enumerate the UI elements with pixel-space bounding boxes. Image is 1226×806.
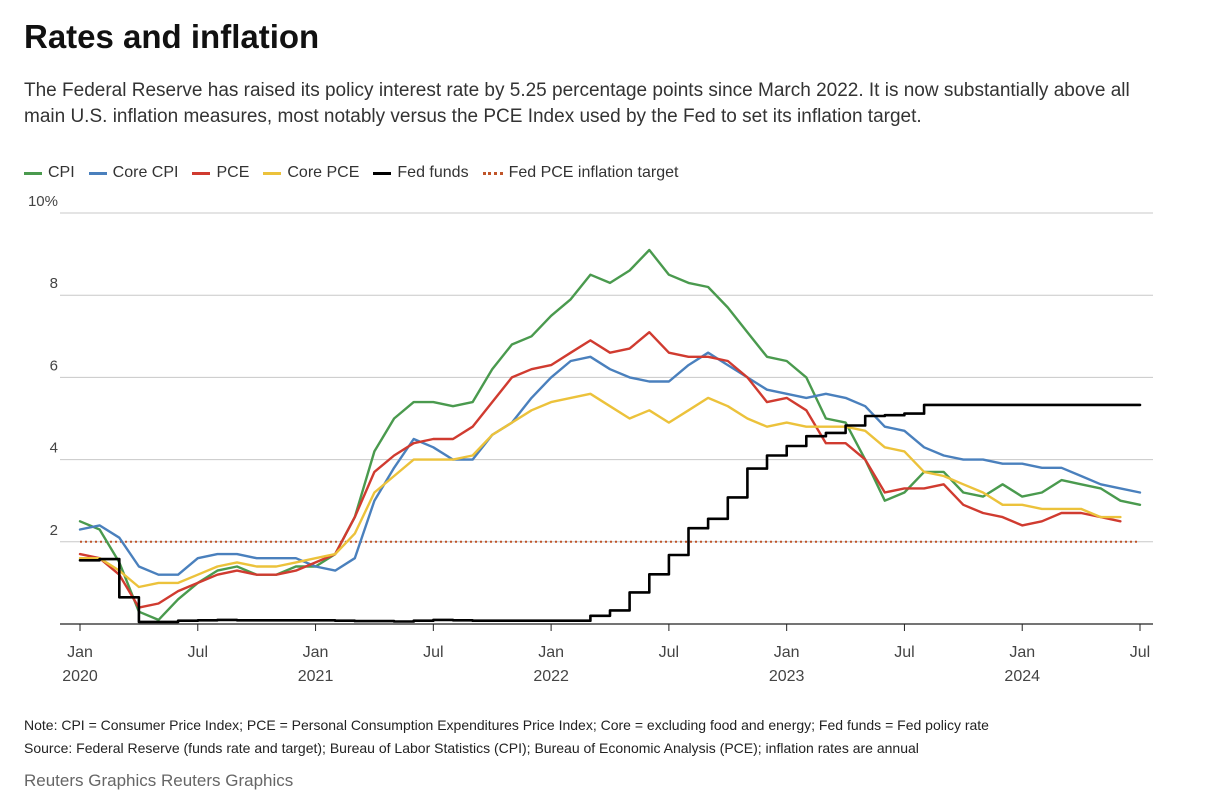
legend-label-fed-funds: Fed funds [397,164,469,181]
x-tick-label: Jan [538,644,564,661]
legend-swatch-core-pce [263,171,282,175]
legend-item-core-pce: Core PCE [263,164,359,182]
legend-label-core-pce: Core PCE [287,164,360,181]
legend-swatch-fed-funds [373,171,392,175]
legend-swatch-cpi [24,171,42,175]
series-line-cpi [78,248,1142,622]
x-tick-year-label: 2024 [1004,668,1040,685]
y-tick-label: 2 [50,522,58,539]
series-line-core-pce [78,392,1122,589]
y-tick-label: 8 [50,275,58,292]
y-tick-label: 10% [28,193,58,210]
chart-subtitle: The Federal Reserve has raised its polic… [24,80,1130,127]
x-tick-year-label: 2021 [298,668,334,685]
legend-label-target: Fed PCE inflation target [508,164,679,181]
legend-item-fed-funds: Fed funds [373,164,469,182]
legend-label-core-cpi: Core CPI [112,164,179,181]
x-tick-label: Jan [1009,644,1035,661]
credit-text: Reuters Graphics Reuters Graphics [24,771,294,790]
x-tick-year-label: 2020 [62,668,98,685]
x-tick-year-label: 2023 [769,668,805,685]
legend-swatch-target [482,171,503,175]
legend-item-pce: PCE [192,164,249,182]
source-text: Source: Federal Reserve (funds rate and … [24,740,919,756]
x-tick-year-label: 2022 [533,668,569,685]
x-tick-label: Jul [423,644,443,661]
chart-notes: Note: CPI = Consumer Price Index; PCE = … [24,714,989,760]
legend-swatch-pce [192,171,211,175]
y-tick-label: 4 [50,440,58,457]
x-tick-label: Jul [659,644,679,661]
legend-item-cpi: CPI [24,164,75,182]
legend-label-pce: PCE [216,164,250,181]
x-tick-label: Jul [1130,644,1150,661]
axis-layer: 10% 8 6 4 2 Jan 2020 Jul Jan 2021 Jul Jan 2022 Jul Jan… [28,193,1153,685]
x-tick-label: Jan [67,644,93,661]
series-layer [78,248,1142,624]
y-tick-label: 6 [50,357,58,374]
legend-item-target: Fed PCE inflation target [482,164,679,182]
x-tick-label: Jan [774,644,800,661]
note-text: Note: CPI = Consumer Price Index; PCE = … [24,717,989,733]
x-tick-label: Jul [894,644,914,661]
series-line-pce [78,331,1122,609]
chart-legend: CPI Core CPI PCE Core PCE Fed funds Fed … [24,164,692,182]
series-line-fed-funds [78,403,1142,624]
legend-item-core-cpi: Core CPI [88,164,179,182]
series-line-core-cpi [78,351,1142,576]
chart-title: Rates and inflation [24,18,320,55]
legend-label-cpi: CPI [48,164,75,181]
legend-swatch-core-cpi [88,171,107,175]
x-tick-label: Jan [303,644,329,661]
x-tick-label: Jul [188,644,208,661]
